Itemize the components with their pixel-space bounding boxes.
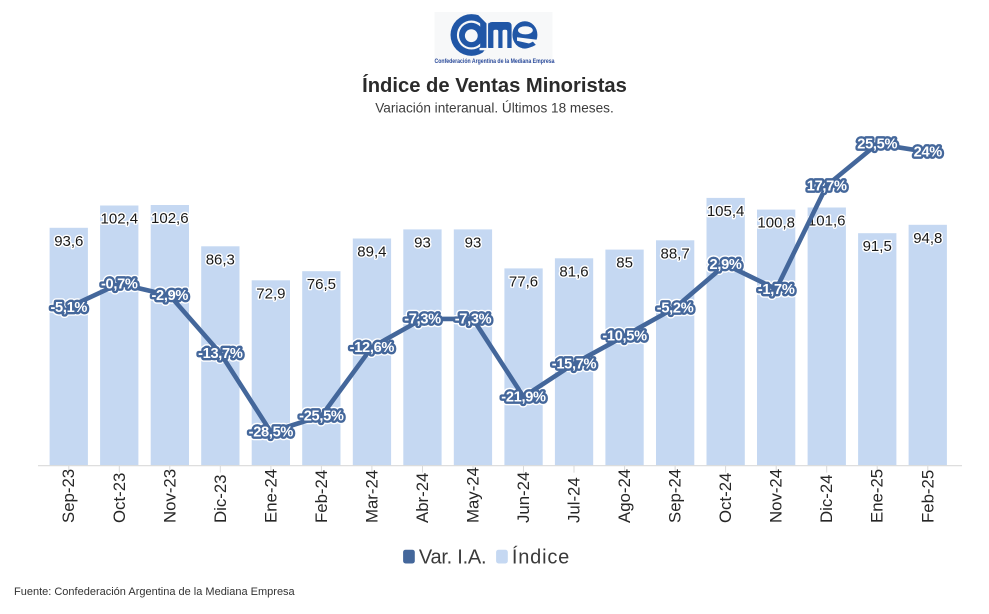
svg-text:Sep-23: Sep-23 (59, 469, 78, 523)
svg-text:Sep-24: Sep-24 (666, 469, 685, 523)
svg-text:-21,9%: -21,9% (501, 390, 546, 406)
svg-text:Jun-24: Jun-24 (514, 472, 533, 523)
svg-text:-15,7%: -15,7% (552, 356, 597, 372)
svg-text:Fuente: Confederación Argentin: Fuente: Confederación Argentina de la Me… (14, 586, 296, 598)
svg-text:-28,5%: -28,5% (249, 425, 294, 441)
svg-text:-0,7%: -0,7% (101, 276, 138, 292)
svg-text:Nov-24: Nov-24 (767, 469, 786, 523)
svg-text:72,9: 72,9 (256, 285, 285, 302)
svg-text:-12,6%: -12,6% (350, 340, 395, 356)
svg-text:Feb-24: Feb-24 (312, 470, 331, 523)
svg-text:-5,2%: -5,2% (657, 300, 694, 316)
svg-text:81,6: 81,6 (559, 263, 588, 280)
svg-text:Nov-23: Nov-23 (160, 469, 179, 523)
svg-text:-13,7%: -13,7% (198, 346, 243, 362)
svg-text:Abr-24: Abr-24 (413, 473, 432, 523)
svg-text:85: 85 (616, 255, 633, 272)
svg-text:-25,5%: -25,5% (299, 409, 344, 425)
svg-text:102,4: 102,4 (101, 211, 139, 228)
svg-text:May-24: May-24 (464, 467, 483, 523)
svg-text:101,6: 101,6 (808, 213, 846, 230)
svg-text:24%: 24% (914, 145, 943, 161)
svg-text:Confederación Argentina de la: Confederación Argentina de la Mediana Em… (435, 58, 555, 65)
svg-text:-7,3%: -7,3% (455, 312, 492, 328)
svg-text:17,7%: 17,7% (807, 178, 847, 194)
svg-text:105,4: 105,4 (707, 203, 745, 220)
svg-text:93,6: 93,6 (54, 233, 83, 250)
svg-text:Ene-24: Ene-24 (261, 469, 280, 523)
svg-text:25,5%: 25,5% (857, 137, 897, 153)
svg-text:93: 93 (414, 234, 431, 251)
svg-text:102,6: 102,6 (151, 210, 189, 227)
svg-text:Ene-25: Ene-25 (868, 469, 887, 523)
svg-text:Mar-24: Mar-24 (362, 470, 381, 523)
svg-text:-1,7%: -1,7% (758, 282, 795, 298)
svg-text:Var. I.A.: Var. I.A. (419, 546, 486, 568)
svg-text:Feb-25: Feb-25 (918, 470, 937, 523)
svg-text:-5,1%: -5,1% (50, 300, 87, 316)
svg-text:94,8: 94,8 (913, 230, 942, 247)
svg-text:-10,5%: -10,5% (602, 329, 647, 345)
svg-text:Dic-23: Dic-23 (211, 475, 230, 524)
svg-text:Variación interanual. Últimos: Variación interanual. Últimos 18 meses. (375, 100, 614, 115)
svg-text:89,4: 89,4 (357, 244, 386, 261)
svg-text:Índice: Índice (512, 545, 570, 568)
svg-text:77,6: 77,6 (509, 273, 538, 290)
svg-text:93: 93 (465, 234, 482, 251)
svg-text:2,9%: 2,9% (710, 257, 742, 273)
svg-text:88,7: 88,7 (660, 245, 689, 262)
svg-text:-2,9%: -2,9% (151, 288, 188, 304)
svg-text:Índice de Ventas Minoristas: Índice de Ventas Minoristas (362, 74, 627, 97)
svg-text:100,8: 100,8 (757, 215, 795, 232)
svg-text:91,5: 91,5 (863, 238, 892, 255)
svg-text:-7,3%: -7,3% (404, 312, 441, 328)
svg-text:Oct-24: Oct-24 (716, 473, 735, 523)
svg-text:Oct-23: Oct-23 (110, 473, 129, 523)
svg-text:Ago-24: Ago-24 (615, 469, 634, 523)
svg-text:76,5: 76,5 (307, 276, 336, 293)
svg-text:Dic-24: Dic-24 (817, 475, 836, 524)
svg-text:Jul-24: Jul-24 (565, 477, 584, 523)
svg-text:86,3: 86,3 (206, 251, 235, 268)
